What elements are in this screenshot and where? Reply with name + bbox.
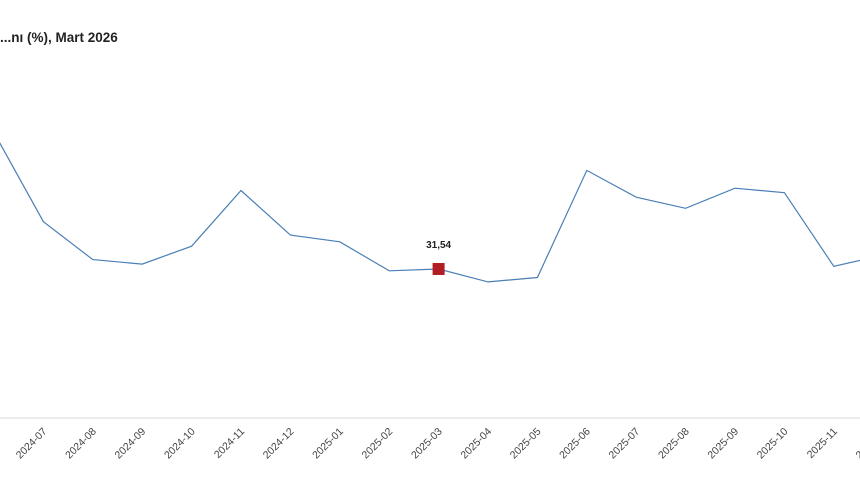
x-tick-label: 2024-09 <box>113 426 149 462</box>
series-line <box>0 142 860 283</box>
x-tick-label: 2025-05 <box>508 426 544 462</box>
x-tick-label: 2025-09 <box>705 426 741 462</box>
x-tick-label: 2024-10 <box>162 426 198 462</box>
x-tick-label: 2024-08 <box>63 426 99 462</box>
x-tick-label: 2025-11 <box>805 426 840 461</box>
x-tick-labels: 2024-062024-072024-082024-092024-102024-… <box>0 426 860 462</box>
x-tick-label: 2025-01 <box>310 426 346 462</box>
x-tick-label: 2025-12 <box>854 426 860 462</box>
x-tick-label: 2025-06 <box>557 426 593 462</box>
x-tick-label: 2025-10 <box>755 426 791 462</box>
x-tick-label: 2025-02 <box>360 426 396 462</box>
highlight-marker <box>432 262 445 275</box>
x-tick-label: 2024-12 <box>261 426 297 462</box>
x-tick-label: 2025-03 <box>409 426 445 462</box>
data-points: 31,54 <box>426 240 452 275</box>
x-tick-label: 2025-04 <box>458 426 494 462</box>
x-tick-label: 2024-11 <box>212 426 247 461</box>
x-tick-label: 2025-08 <box>656 426 692 462</box>
x-tick-label: 2024-07 <box>14 426 50 462</box>
chart-title: ...nı (%), Mart 2026 <box>0 30 118 45</box>
x-tick-label: 2025-07 <box>607 426 643 462</box>
highlight-value-label: 31,54 <box>426 240 451 251</box>
